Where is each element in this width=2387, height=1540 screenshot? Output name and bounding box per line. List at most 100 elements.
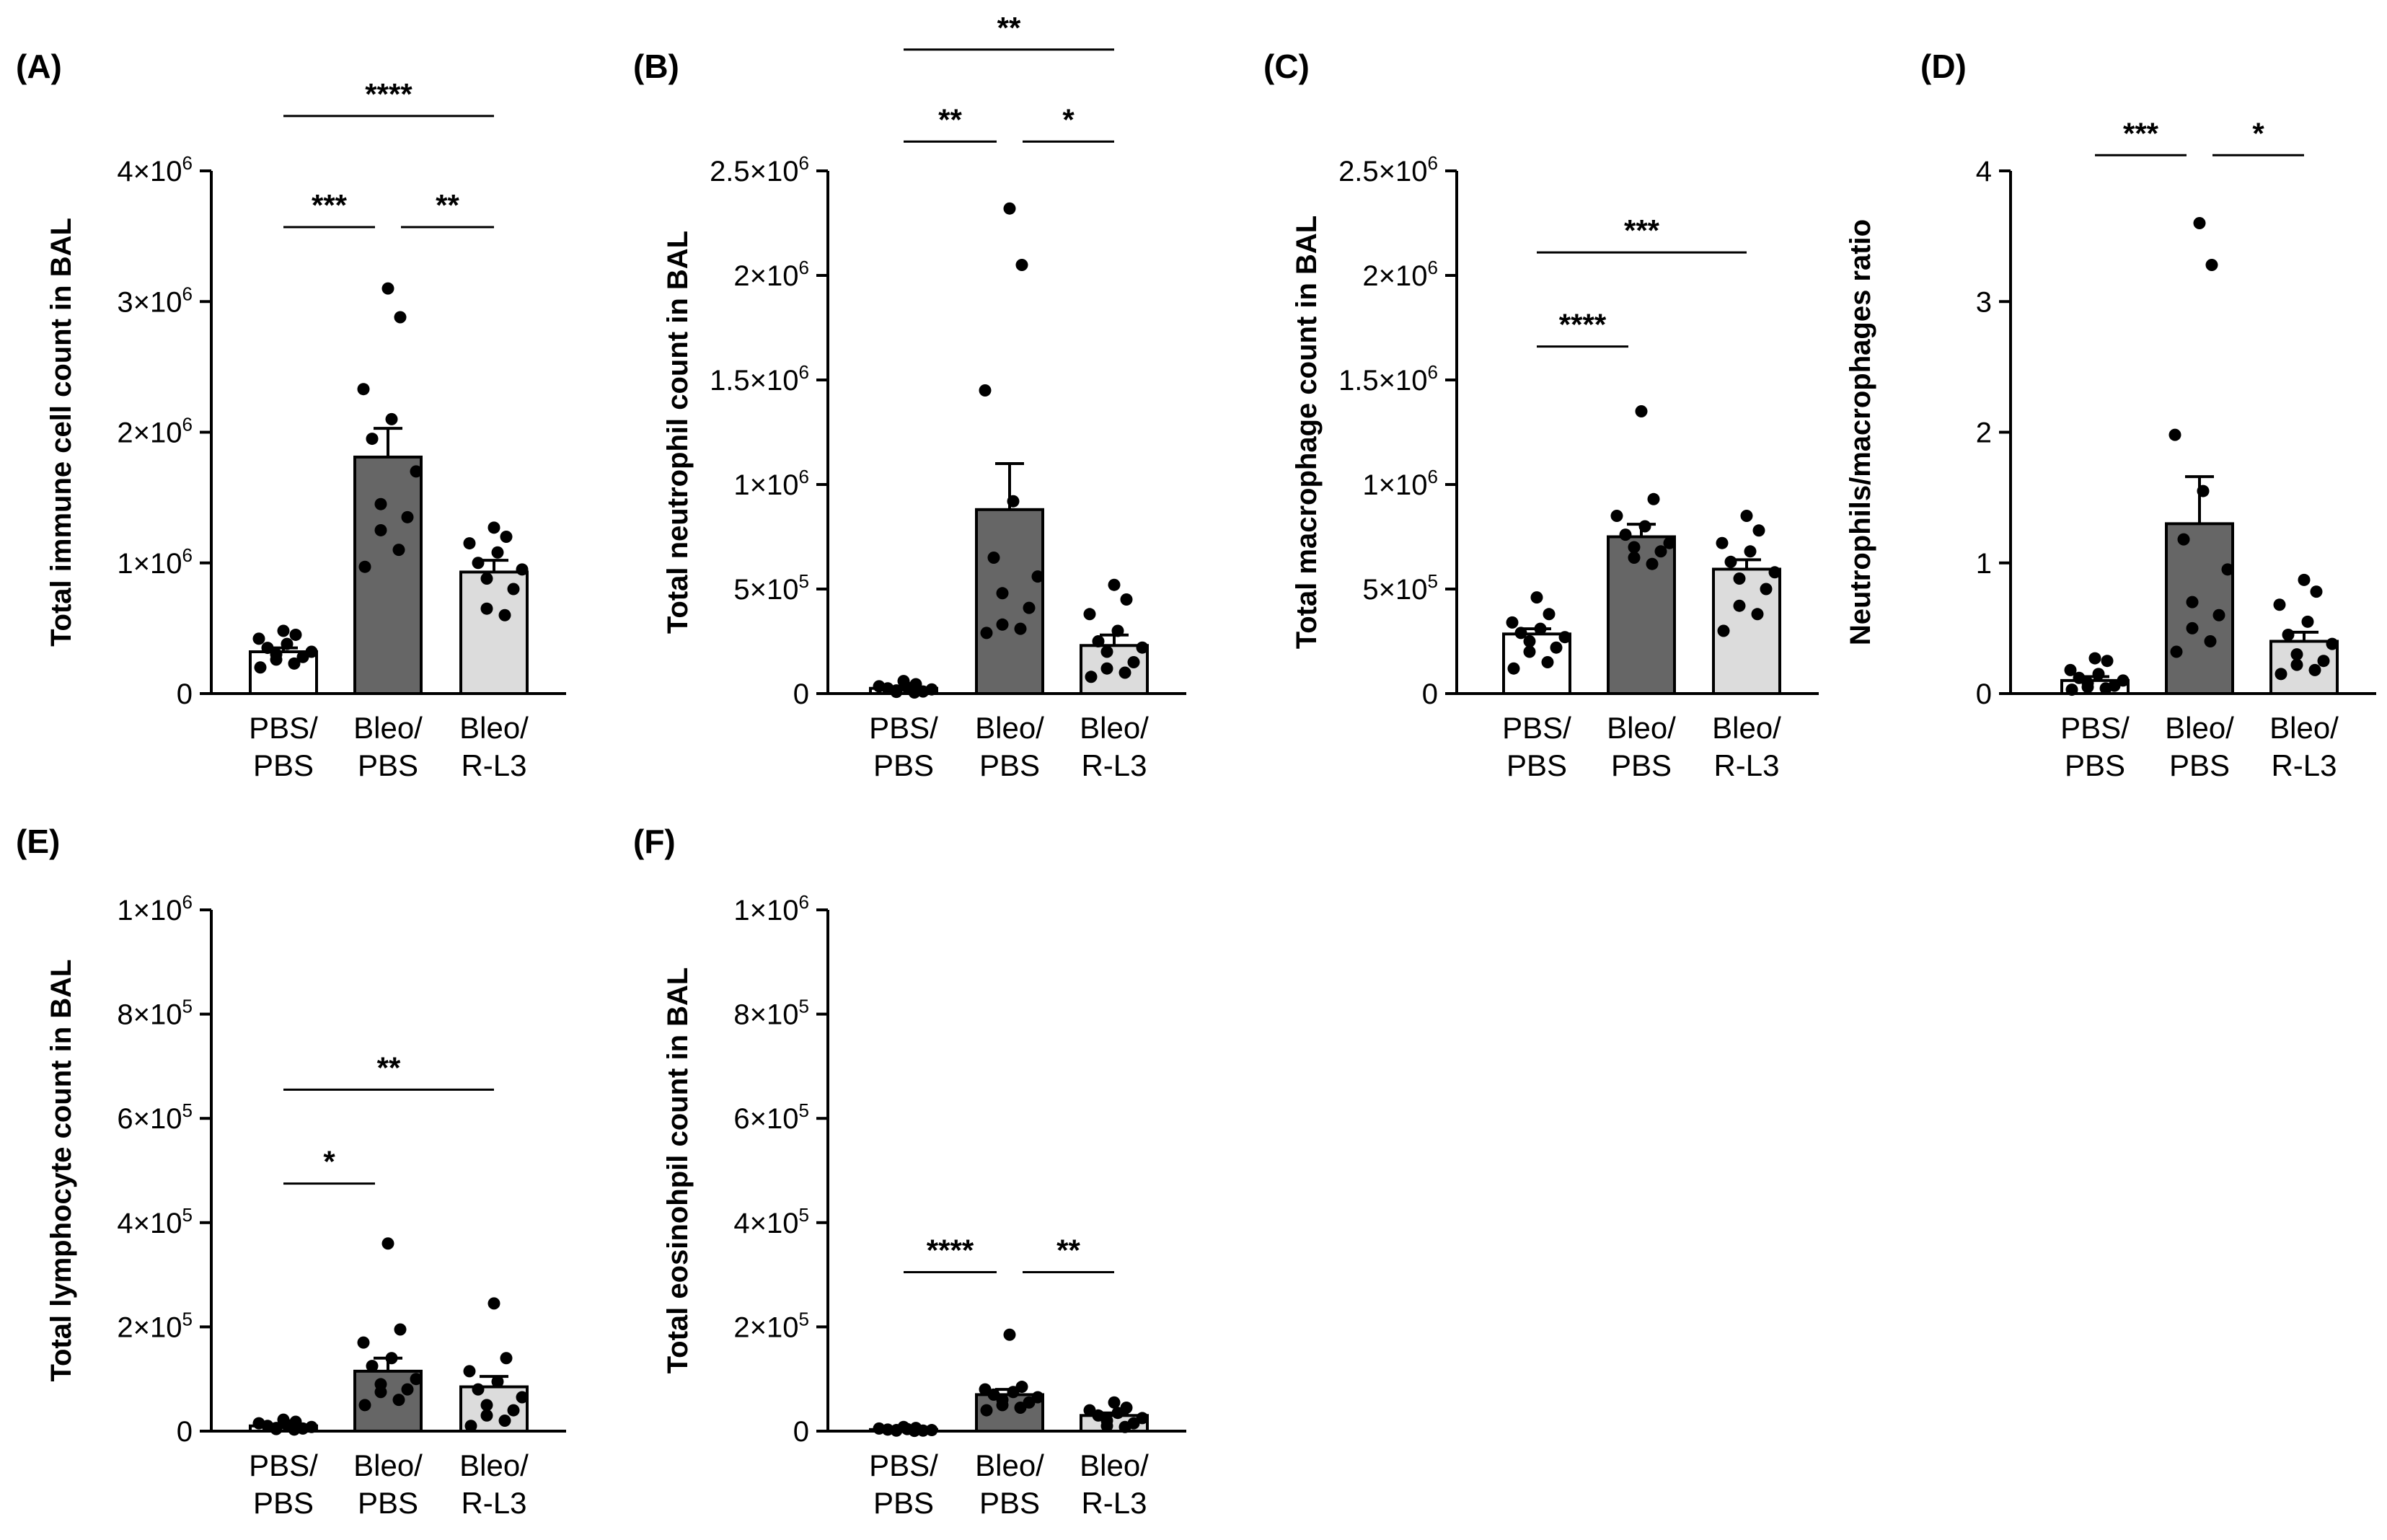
data-point <box>1543 608 1556 621</box>
significance-label: **** <box>365 77 412 111</box>
y-tick-label: 5×105 <box>1362 570 1438 606</box>
category-label-line1: PBS/ <box>249 1448 318 1482</box>
data-point <box>1752 524 1765 537</box>
data-point <box>1127 656 1140 668</box>
data-point <box>1628 552 1641 564</box>
data-point <box>358 1399 371 1412</box>
data-point <box>1015 259 1028 271</box>
data-point <box>1023 601 1036 614</box>
data-point <box>401 510 414 523</box>
data-point <box>516 563 529 576</box>
significance-label: *** <box>2123 116 2159 150</box>
data-point <box>410 465 423 478</box>
significance-label: *** <box>312 188 348 222</box>
category-label-line2: R-L3 <box>1081 1486 1147 1520</box>
y-tick-label: 2×106 <box>733 257 809 292</box>
significance-label: ** <box>997 11 1021 45</box>
data-point <box>1120 593 1133 606</box>
panel-c: (C) Total macrophage count in BAL 0 5×105 1×… <box>1263 48 1819 782</box>
category-label-line1: Bleo/ <box>1080 711 1149 745</box>
data-point <box>2301 615 2314 628</box>
data-point <box>980 1404 993 1417</box>
data-point <box>1100 1420 1113 1433</box>
data-point <box>2308 663 2321 676</box>
data-point <box>277 624 290 637</box>
category-label-line1: PBS/ <box>2060 711 2130 745</box>
y-tick-label: 2×105 <box>117 1308 193 1343</box>
data-point <box>254 661 267 674</box>
category-label-line2: PBS <box>253 748 314 782</box>
y-tick-label: 8×105 <box>733 996 809 1031</box>
data-point <box>1724 555 1737 568</box>
y-tick-label: 0 <box>177 678 193 710</box>
data-point <box>1507 662 1520 675</box>
data-point <box>1744 545 1757 558</box>
data-point <box>1716 536 1729 549</box>
category-label-line1: Bleo/ <box>1712 711 1781 745</box>
data-point <box>1619 528 1632 541</box>
data-point <box>357 1336 370 1349</box>
y-tick-label: 1×106 <box>733 891 809 926</box>
data-point <box>516 1391 529 1404</box>
data-point <box>410 1373 423 1386</box>
data-point <box>1663 536 1676 549</box>
data-point <box>1534 622 1547 635</box>
data-point <box>374 497 387 510</box>
significance-label: ** <box>938 102 962 136</box>
data-point <box>1635 405 1648 417</box>
data-point <box>487 1297 500 1310</box>
data-point <box>464 1420 477 1433</box>
data-point <box>2101 655 2114 668</box>
data-point <box>1014 622 1027 635</box>
significance-label: *** <box>1624 213 1660 247</box>
data-point <box>2088 652 2101 665</box>
data-point <box>374 523 387 536</box>
data-point <box>1031 570 1044 583</box>
data-point <box>1523 635 1536 647</box>
data-point <box>366 1360 379 1373</box>
data-point <box>1628 541 1641 554</box>
significance-label: ** <box>377 1050 401 1084</box>
data-point <box>980 627 993 640</box>
data-point <box>908 686 921 699</box>
bar-2 <box>1607 535 1676 695</box>
data-point <box>1717 624 1730 637</box>
data-point <box>498 609 511 621</box>
data-point <box>1523 645 1536 658</box>
panel-label: (B) <box>633 48 679 85</box>
data-point <box>463 537 476 550</box>
y-tick-label: 2×106 <box>1362 257 1438 292</box>
data-point <box>1108 1396 1121 1409</box>
bar-3 <box>1080 644 1149 695</box>
data-point <box>2197 484 2210 497</box>
data-point <box>296 650 309 663</box>
y-axis-label: Total macrophage count in BAL <box>1291 216 1323 650</box>
y-tick-label: 1.5×106 <box>1338 361 1438 397</box>
data-point <box>890 686 903 699</box>
category-label-line1: PBS/ <box>869 711 938 745</box>
y-axis-label: Total immune cell count in BAL <box>45 218 77 647</box>
data-point <box>381 282 394 295</box>
y-tick-label: 1.5×106 <box>710 361 809 397</box>
y-tick-label: 4×106 <box>117 152 193 187</box>
data-point <box>2290 658 2303 671</box>
y-tick-label: 1×106 <box>733 466 809 501</box>
data-point <box>366 433 379 446</box>
data-point <box>890 1424 903 1437</box>
category-label-line2: R-L3 <box>461 1486 526 1520</box>
y-axis-label: Total eosinohpil count in BAL <box>662 968 694 1374</box>
category-label-line2: R-L3 <box>2271 748 2337 782</box>
data-point <box>1760 583 1773 596</box>
data-point <box>401 1383 414 1396</box>
data-point <box>2273 598 2286 611</box>
y-tick-label: 2×105 <box>733 1308 809 1343</box>
y-tick-label: 4×105 <box>117 1204 193 1239</box>
data-point <box>1558 631 1571 644</box>
data-point <box>1083 608 1096 621</box>
data-point <box>1647 492 1660 505</box>
significance-label: **** <box>1559 308 1607 342</box>
panel-label: (E) <box>16 823 60 860</box>
significance-label: * <box>1062 102 1075 136</box>
bar-2 <box>2165 522 2234 695</box>
data-point <box>252 632 265 645</box>
